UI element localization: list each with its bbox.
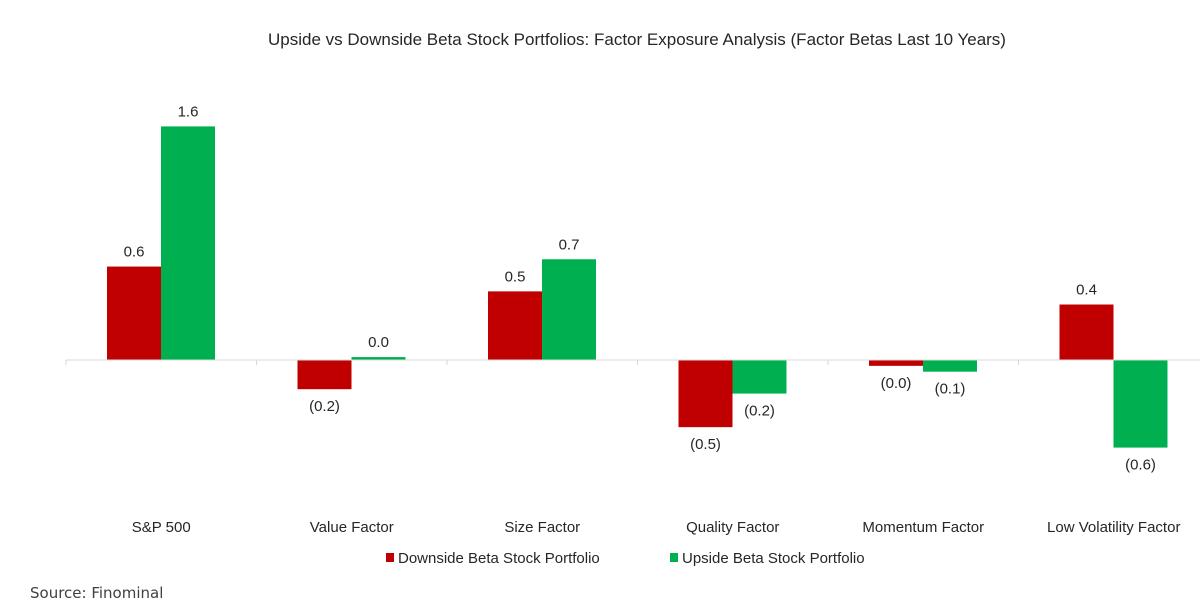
data-label: (0.6) (1125, 457, 1156, 474)
bar-downside (869, 360, 923, 366)
data-label: (0.1) (935, 381, 966, 398)
category-label: Size Factor (504, 519, 580, 536)
legend-label: Downside Beta Stock Portfolio (398, 550, 600, 567)
axis-ticks (65, 360, 1019, 365)
category-labels: S&P 500 Value Factor Size Factor Quality Fa… (132, 519, 1181, 536)
category-label: Momentum Factor (862, 519, 984, 536)
bars-group (107, 126, 1168, 448)
legend-label: Upside Beta Stock Portfolio (682, 550, 865, 567)
category-label: Value Factor (310, 519, 394, 536)
data-label: (0.2) (309, 398, 340, 415)
legend-swatch-downside (386, 553, 394, 562)
bar-upside (542, 259, 596, 360)
bar-upside (161, 126, 215, 361)
data-label: (0.2) (744, 403, 775, 420)
legend-swatch-upside (670, 553, 678, 562)
data-label: (0.5) (690, 436, 721, 453)
bar-upside (1113, 360, 1168, 448)
data-label: 1.6 (178, 103, 199, 120)
bar-downside (107, 266, 161, 360)
data-label: 0.0 (368, 334, 389, 351)
legend: Downside Beta Stock Portfolio Upside Beta… (386, 550, 865, 567)
chart-title: Upside vs Downside Beta Stock Portfolios… (268, 30, 1006, 49)
category-label: Low Volatility Factor (1047, 519, 1180, 536)
data-label: 0.5 (505, 268, 526, 285)
category-label: S&P 500 (132, 519, 191, 536)
bar-upside (732, 360, 787, 394)
data-label: 0.4 (1076, 282, 1097, 299)
bar-downside (1059, 304, 1114, 360)
bar-downside (488, 291, 542, 360)
source-note: Source: Finominal (30, 584, 164, 602)
data-labels: 0.6 (0.2) 0.5 (0.5) (0.0) 0.4 1.6 0.0 0.7 (0.2) (0… (124, 103, 1156, 473)
bar-downside (297, 360, 352, 390)
data-label: 0.7 (559, 236, 580, 253)
data-label: 0.6 (124, 244, 145, 261)
data-label: (0.0) (881, 375, 912, 392)
bar-downside (678, 360, 733, 428)
bar-upside (351, 357, 406, 360)
category-label: Quality Factor (686, 519, 779, 536)
bar-upside (923, 360, 977, 372)
